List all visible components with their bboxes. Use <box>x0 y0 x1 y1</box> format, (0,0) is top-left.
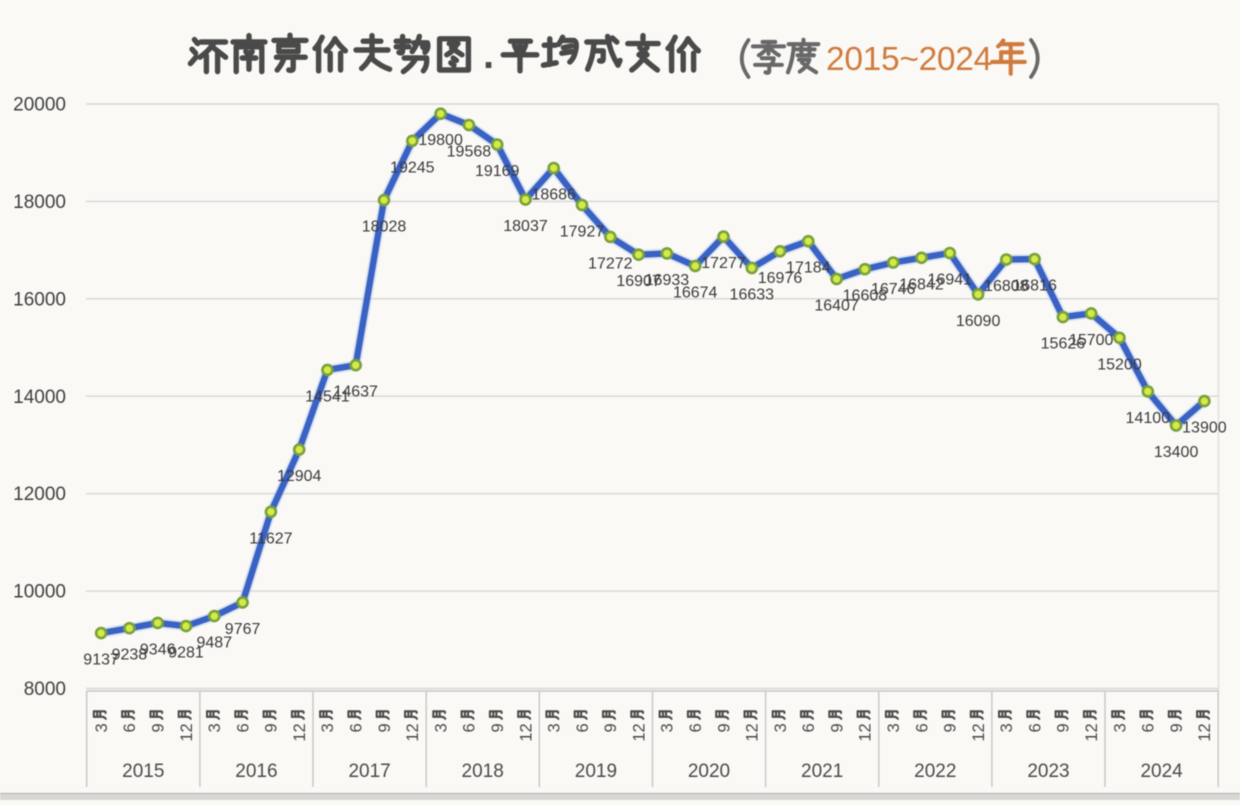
svg-text:16842: 16842 <box>899 276 944 293</box>
svg-text:12: 12 <box>291 723 309 741</box>
svg-text:3: 3 <box>319 723 337 732</box>
svg-text:12000: 12000 <box>13 484 66 505</box>
svg-text:14100: 14100 <box>1126 410 1171 427</box>
svg-text:3: 3 <box>1111 723 1129 732</box>
svg-text:9: 9 <box>263 723 281 732</box>
svg-text:9: 9 <box>376 723 394 732</box>
svg-text:18000: 18000 <box>13 192 66 213</box>
svg-text:16933: 16933 <box>645 272 690 289</box>
svg-text:12: 12 <box>630 723 648 741</box>
svg-text:6: 6 <box>1140 723 1158 732</box>
svg-text:9: 9 <box>1055 723 1073 732</box>
svg-text:16941: 16941 <box>928 272 973 289</box>
svg-text:6: 6 <box>234 723 252 732</box>
svg-text:3: 3 <box>206 723 224 732</box>
svg-text:9: 9 <box>715 723 733 732</box>
svg-text:6: 6 <box>1026 723 1044 732</box>
svg-text:18028: 18028 <box>362 219 407 236</box>
svg-text:12: 12 <box>857 723 875 741</box>
svg-text:9238: 9238 <box>112 647 148 664</box>
svg-text:16407: 16407 <box>814 298 859 315</box>
svg-text:9: 9 <box>489 723 507 732</box>
svg-text:6: 6 <box>574 723 592 732</box>
svg-text:9487: 9487 <box>197 635 233 652</box>
svg-text:2021: 2021 <box>801 761 843 782</box>
svg-text:6: 6 <box>348 723 366 732</box>
svg-text:19169: 19169 <box>475 163 520 180</box>
svg-text:17927: 17927 <box>560 224 605 241</box>
svg-text:12904: 12904 <box>277 468 322 485</box>
svg-text:17277: 17277 <box>701 255 746 272</box>
svg-text:9: 9 <box>828 723 846 732</box>
svg-text:16746: 16746 <box>871 281 916 298</box>
svg-text:3: 3 <box>772 723 790 732</box>
svg-text:14541: 14541 <box>305 388 350 405</box>
svg-text:3: 3 <box>998 723 1016 732</box>
svg-text:6: 6 <box>461 723 479 732</box>
svg-text:19568: 19568 <box>447 144 492 161</box>
svg-text:16633: 16633 <box>730 287 775 304</box>
svg-text:17184: 17184 <box>786 260 831 277</box>
svg-text:16608: 16608 <box>843 288 888 305</box>
svg-text:3: 3 <box>885 723 903 732</box>
svg-text:12: 12 <box>178 723 196 741</box>
svg-text:2020: 2020 <box>688 761 730 782</box>
svg-text:15626: 15626 <box>1041 336 1086 353</box>
svg-text:18686: 18686 <box>531 187 576 204</box>
svg-text:9: 9 <box>150 723 168 732</box>
svg-text:13400: 13400 <box>1154 444 1199 461</box>
svg-text:17272: 17272 <box>588 255 633 272</box>
svg-text:16808: 16808 <box>984 278 1029 295</box>
svg-text:9281: 9281 <box>168 645 204 662</box>
svg-text:.: . <box>483 33 494 77</box>
svg-text:6: 6 <box>800 723 818 732</box>
svg-text:12: 12 <box>744 723 762 741</box>
svg-text:10000: 10000 <box>13 582 66 603</box>
svg-text:15200: 15200 <box>1097 356 1142 373</box>
svg-text:16000: 16000 <box>13 289 66 310</box>
svg-text:2015~2024: 2015~2024 <box>826 41 992 78</box>
svg-text:2023: 2023 <box>1027 761 1069 782</box>
svg-text:16816: 16816 <box>1012 278 1057 295</box>
svg-text:19800: 19800 <box>418 132 463 149</box>
svg-text:11627: 11627 <box>249 530 292 547</box>
svg-text:20000: 20000 <box>13 95 66 116</box>
svg-text:16907: 16907 <box>616 273 661 290</box>
svg-text:18037: 18037 <box>503 218 548 235</box>
svg-text:13900: 13900 <box>1182 420 1227 437</box>
svg-text:12: 12 <box>517 723 535 741</box>
svg-text:3: 3 <box>93 723 111 732</box>
svg-text:16674: 16674 <box>673 285 718 302</box>
svg-text:9346: 9346 <box>140 641 176 658</box>
svg-text:2015: 2015 <box>122 761 164 782</box>
svg-text:16976: 16976 <box>758 270 803 287</box>
svg-text:6: 6 <box>121 723 139 732</box>
svg-text:14000: 14000 <box>13 387 66 408</box>
svg-text:2016: 2016 <box>235 761 277 782</box>
svg-text:12: 12 <box>970 723 988 741</box>
svg-text:2024: 2024 <box>1140 761 1183 782</box>
svg-text:2018: 2018 <box>462 761 504 782</box>
svg-text:19245: 19245 <box>390 159 435 176</box>
svg-text:12: 12 <box>1196 723 1214 741</box>
svg-text:12: 12 <box>404 723 422 741</box>
svg-text:14637: 14637 <box>333 384 378 401</box>
svg-text:3: 3 <box>659 723 677 732</box>
svg-text:9767: 9767 <box>225 621 261 638</box>
svg-text:9: 9 <box>602 723 620 732</box>
svg-text:15700: 15700 <box>1069 332 1114 349</box>
svg-text:2017: 2017 <box>348 761 390 782</box>
svg-text:16090: 16090 <box>956 313 1001 330</box>
svg-text:9: 9 <box>1168 723 1186 732</box>
svg-text:12: 12 <box>1083 723 1101 741</box>
svg-text:2019: 2019 <box>575 761 617 782</box>
svg-text:9: 9 <box>942 723 960 732</box>
svg-text:3: 3 <box>432 723 450 732</box>
svg-text:9137: 9137 <box>83 652 119 669</box>
svg-text:6: 6 <box>913 723 931 732</box>
svg-text:8000: 8000 <box>24 679 66 700</box>
svg-text:6: 6 <box>687 723 705 732</box>
svg-text:2022: 2022 <box>914 761 956 782</box>
svg-text:3: 3 <box>546 723 564 732</box>
